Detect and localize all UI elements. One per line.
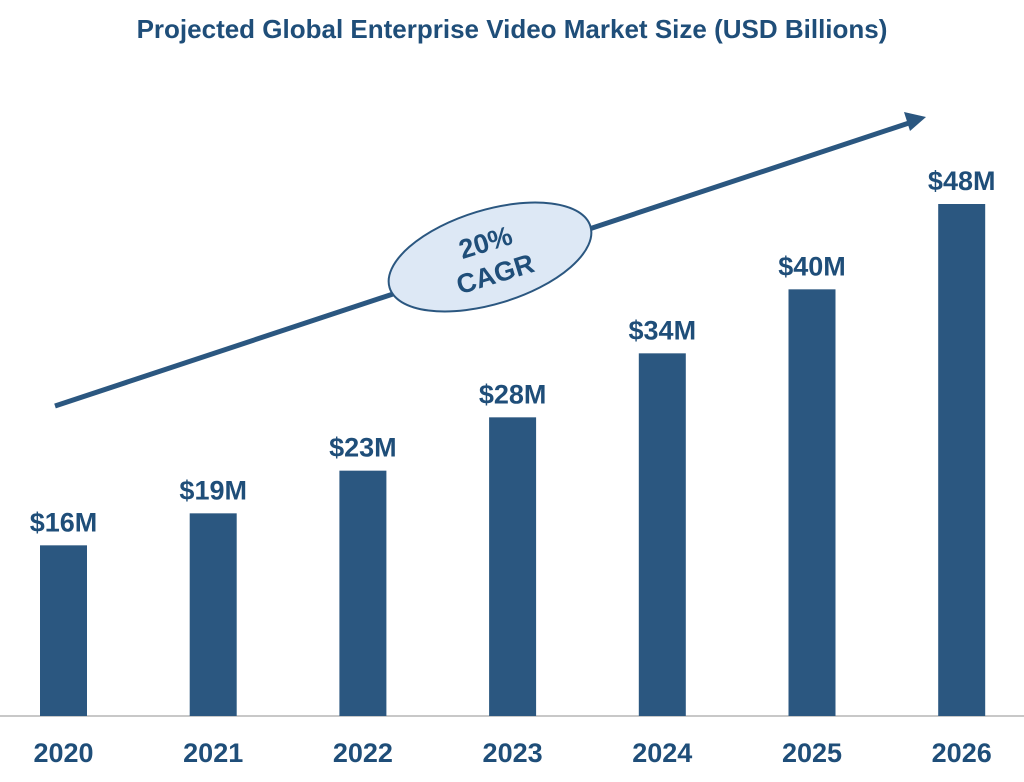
- data-label: $16M: [30, 507, 98, 537]
- data-label: $28M: [479, 379, 547, 409]
- bar-2020: [40, 545, 87, 716]
- cagr-badge: 20% CAGR: [387, 201, 593, 313]
- bar-2022: [339, 470, 387, 716]
- x-tick-label: 2022: [333, 738, 393, 768]
- bar-2026: [938, 204, 986, 716]
- x-tick-label: 2023: [483, 738, 543, 768]
- data-label: $40M: [778, 251, 846, 281]
- x-tick-label: 2021: [183, 738, 243, 768]
- chart-title: Projected Global Enterprise Video Market…: [136, 14, 888, 44]
- x-tick-label: 2020: [33, 738, 93, 768]
- x-tick-label: 2024: [632, 738, 692, 768]
- data-label: $23M: [329, 433, 397, 463]
- x-tick-label: 2025: [782, 738, 842, 768]
- data-label: $48M: [928, 166, 996, 196]
- bar-2023: [489, 417, 537, 716]
- data-label: $34M: [629, 315, 697, 345]
- bar-2021: [189, 513, 237, 716]
- bar-2025: [788, 289, 836, 716]
- x-tick-label: 2026: [932, 738, 992, 768]
- bar-2024: [638, 353, 686, 716]
- data-label: $19M: [179, 475, 247, 505]
